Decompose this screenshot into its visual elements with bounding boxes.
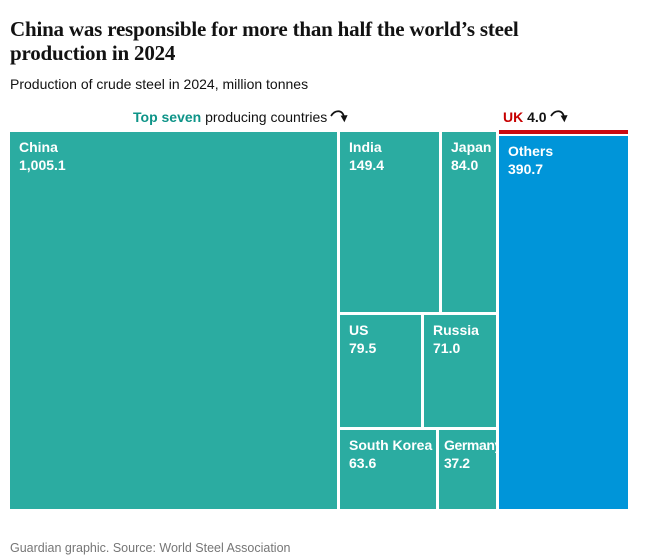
source-credit: Guardian graphic. Source: World Steel As… bbox=[10, 540, 291, 555]
annotation-top-seven: Top seven producing countries bbox=[133, 108, 351, 126]
block-label: India bbox=[349, 139, 382, 155]
page-title: China was responsible for more than half… bbox=[10, 17, 519, 65]
treemap-block-japan: Japan 84.0 bbox=[442, 132, 496, 312]
annotation-uk: UK 4.0 bbox=[503, 108, 571, 126]
treemap-block-south-korea: South Korea 63.6 bbox=[340, 430, 436, 509]
block-value: 63.6 bbox=[349, 455, 377, 472]
treemap-block-india: India 149.4 bbox=[340, 132, 439, 312]
block-value: 37.2 bbox=[444, 455, 470, 472]
block-value: 390.7 bbox=[508, 161, 544, 178]
treemap-block-china: China 1,005.1 bbox=[10, 132, 337, 509]
block-label: China bbox=[19, 139, 58, 155]
treemap-block-others: Others 390.7 bbox=[499, 136, 628, 509]
annotation-top-seven-highlight: Top seven bbox=[133, 109, 202, 125]
treemap-block-uk-highlight-strip bbox=[499, 130, 628, 134]
curved-arrow-down-icon bbox=[330, 110, 348, 123]
block-label: US bbox=[349, 322, 369, 338]
chart-subtitle: Production of crude steel in 2024, milli… bbox=[10, 76, 309, 92]
block-value: 71.0 bbox=[433, 340, 461, 357]
annotation-uk-label: UK bbox=[503, 109, 524, 125]
curved-arrow-down-icon bbox=[549, 110, 568, 123]
annotation-top-seven-rest: producing countries bbox=[201, 109, 328, 125]
block-label: Russia bbox=[433, 322, 479, 338]
treemap-block-us: US 79.5 bbox=[340, 315, 421, 427]
block-label: South Korea bbox=[349, 437, 433, 453]
treemap-block-germany: Germany 37.2 bbox=[439, 430, 496, 509]
block-value: 84.0 bbox=[451, 157, 479, 174]
block-label: Germany bbox=[444, 437, 496, 453]
block-value: 1,005.1 bbox=[19, 157, 66, 174]
treemap-block-russia: Russia 71.0 bbox=[424, 315, 496, 427]
block-label: Others bbox=[508, 143, 554, 159]
annotation-uk-value: 4.0 bbox=[527, 109, 547, 125]
block-value: 79.5 bbox=[349, 340, 377, 357]
block-value: 149.4 bbox=[349, 157, 385, 174]
block-label: Japan bbox=[451, 139, 492, 155]
